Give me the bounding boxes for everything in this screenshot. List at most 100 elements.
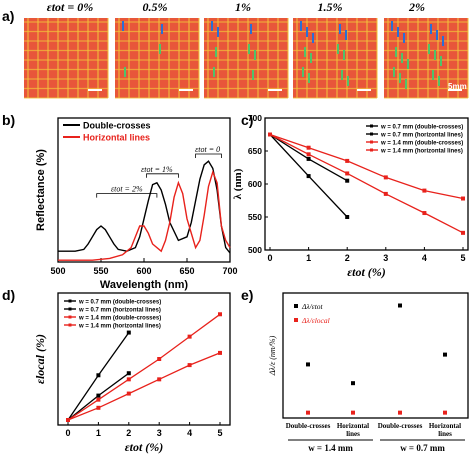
e-point-0-3	[443, 352, 447, 357]
b-annotation-bracket-2	[195, 153, 222, 158]
b-xtick-label-4: 700	[222, 266, 237, 276]
b-ylabel: Reflectance (%)	[35, 149, 47, 231]
b-xtick-label-1: 550	[93, 266, 108, 276]
c-xtick-label-2: 2	[345, 253, 350, 263]
strain-label-2: 1%	[235, 0, 251, 14]
c-series-3	[269, 133, 464, 200]
c-ytick-label-4: 700	[248, 113, 262, 123]
e-point-1-2	[398, 410, 402, 415]
c-point-1-2	[345, 178, 350, 183]
c-point-2-5	[461, 230, 465, 235]
micrograph-2	[204, 18, 289, 99]
d-point-3-3	[157, 377, 162, 382]
c-point-3-1	[306, 145, 311, 150]
c-point-1-1	[306, 156, 311, 161]
b-xtick-label-3: 650	[179, 266, 194, 276]
micrograph-strip	[24, 18, 469, 99]
plot-frame-e	[282, 292, 469, 419]
scale-bar-label: 5mm	[448, 82, 467, 91]
c-xlabel: εtot (%)	[347, 265, 386, 279]
c-point-0-2	[345, 215, 350, 219]
d-legend-marker-3	[68, 323, 72, 327]
d-legend-marker-2	[68, 315, 72, 319]
e-group-label-1: w = 0.7 mm	[400, 443, 445, 453]
c-point-2-2	[345, 171, 350, 176]
d-point-3-0	[66, 418, 70, 422]
panel-label-a: a)	[2, 8, 15, 24]
plot-frame-d	[57, 292, 231, 426]
c-point-0-1	[306, 174, 311, 179]
c-ytick-label-0: 500	[248, 245, 262, 255]
c-series-2	[269, 133, 464, 234]
d-ylabel: εlocal (%)	[33, 334, 47, 384]
d-xtick-label-4: 4	[187, 428, 192, 438]
e-category-label-0-0: Double-crosses	[286, 422, 331, 430]
d-legend-marker-0	[68, 299, 72, 303]
e-legend-marker-0	[294, 304, 298, 308]
strain-label-3: 1.5%	[317, 0, 343, 14]
b-annotation-bracket-0	[96, 193, 158, 198]
d-legend-text-2: w = 1.4 mm (double-crosses)	[78, 316, 161, 322]
d-point-3-4	[187, 363, 192, 368]
d-point-2-5	[218, 312, 222, 317]
d-point-2-4	[187, 334, 192, 339]
d-point-1-1	[96, 393, 101, 398]
c-point-3-3	[383, 175, 388, 180]
b-series-1	[58, 169, 231, 261]
e-category-label-1-0: Horizontal	[337, 422, 369, 430]
e-point-1-0	[306, 410, 310, 415]
panel-label-c: c)	[241, 112, 254, 128]
e-point-0-0	[306, 362, 310, 367]
b-annotation-0: εtot = 2%	[111, 185, 143, 194]
c-point-2-3	[383, 191, 388, 196]
d-legend-text-1: w = 0.7 mm (horizontal lines)	[78, 308, 161, 314]
e-group-label-0: w = 1.4 mm	[308, 443, 353, 453]
panel-label-e: e)	[241, 287, 254, 303]
b-xlabel: Wavelength (nm)	[100, 279, 189, 291]
d-point-3-2	[126, 391, 131, 396]
c-xtick-label-1: 1	[306, 253, 311, 263]
c-ytick-label-1: 550	[248, 212, 262, 222]
c-point-3-4	[422, 188, 427, 193]
e-category-label-3-1: lines	[438, 430, 452, 438]
e-category-label-1-1: lines	[346, 430, 360, 438]
d-xtick-label-5: 5	[217, 428, 222, 438]
e-legend-text-0: Δλ/εtot	[301, 302, 324, 311]
e-legend-marker-1	[294, 318, 298, 322]
d-point-2-1	[96, 397, 101, 402]
d-point-2-3	[157, 357, 162, 361]
strain-label-0: εtot = 0%	[46, 0, 94, 14]
c-legend-text-2: w = 1.4 mm (double-crosses)	[380, 141, 463, 147]
c-legend-text-1: w = 0.7 mm (horizontal lines)	[380, 133, 463, 139]
b-xtick-label-2: 600	[136, 266, 151, 276]
d-legend-text-3: w = 1.4 mm (horizontal lines)	[78, 324, 161, 330]
d-xtick-label-1: 1	[96, 428, 101, 438]
c-legend-text-3: w = 1.4 mm (horizontal lines)	[380, 149, 463, 155]
d-point-3-5	[218, 350, 222, 355]
d-point-0-2	[126, 330, 131, 335]
e-category-label-2-0: Double-crosses	[378, 422, 423, 430]
c-point-3-2	[345, 158, 350, 163]
c-point-2-1	[306, 152, 311, 157]
micrograph-4	[384, 18, 469, 99]
d-series-2	[67, 313, 221, 421]
micrograph-0	[24, 18, 109, 99]
d-series-3	[67, 352, 221, 421]
strain-label-4: 2%	[409, 0, 425, 14]
e-point-0-2	[398, 303, 402, 308]
d-xlabel: εtot (%)	[125, 440, 164, 454]
b-annotation-1: εtot = 1%	[141, 165, 173, 174]
c-legend-text-0: w = 0.7 mm (double-crosses)	[380, 125, 463, 131]
panel-label-b: b)	[2, 112, 16, 128]
micrograph-3	[293, 18, 378, 99]
b-legend-text-0: Double-crosses	[83, 121, 151, 131]
c-point-3-5	[461, 196, 465, 201]
d-xtick-label-0: 0	[65, 428, 70, 438]
d-xtick-label-2: 2	[126, 428, 131, 438]
c-xtick-label-3: 3	[383, 253, 388, 263]
c-legend-marker-1	[370, 132, 373, 136]
micrograph-1	[115, 18, 200, 99]
panel-label-d: d)	[2, 287, 16, 303]
b-annotation-2: εtot = 0	[195, 145, 220, 154]
